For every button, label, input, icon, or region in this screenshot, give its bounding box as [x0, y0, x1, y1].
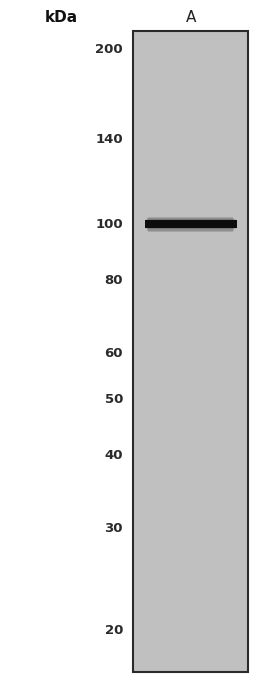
Text: 50: 50 — [104, 393, 123, 406]
Text: 200: 200 — [95, 43, 123, 56]
Text: 100: 100 — [95, 218, 123, 231]
Text: 40: 40 — [104, 449, 123, 462]
FancyBboxPatch shape — [146, 219, 236, 229]
FancyBboxPatch shape — [145, 220, 237, 229]
Text: 60: 60 — [104, 347, 123, 360]
Text: 20: 20 — [104, 624, 123, 637]
Text: A: A — [186, 10, 196, 25]
FancyBboxPatch shape — [133, 31, 248, 672]
Text: 80: 80 — [104, 274, 123, 287]
Text: 30: 30 — [104, 522, 123, 535]
Text: kDa: kDa — [45, 10, 78, 25]
FancyBboxPatch shape — [147, 218, 234, 231]
Text: 140: 140 — [95, 133, 123, 146]
FancyBboxPatch shape — [148, 217, 233, 232]
